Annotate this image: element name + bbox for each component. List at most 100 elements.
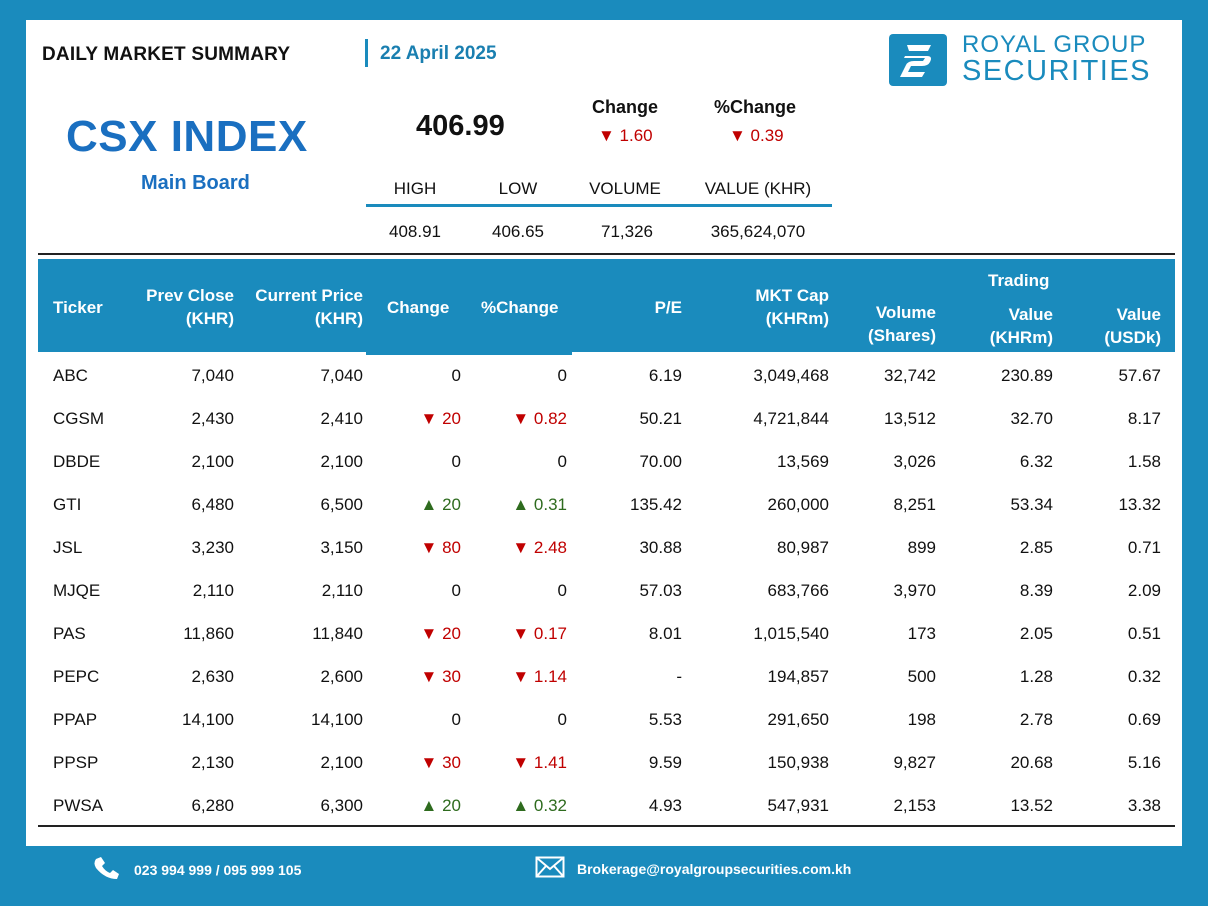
cell-value-usd: 1.58: [1127, 452, 1161, 471]
cell-change: 0: [451, 581, 461, 600]
cell-prev-close: 11,860: [183, 624, 234, 643]
cell-volume: 899: [907, 538, 936, 557]
stat-volume: 71,326: [601, 222, 653, 241]
stat-value: 365,624,070: [710, 222, 806, 241]
cell-value-usd: 57.67: [1118, 366, 1161, 385]
cell-pct-change: 0: [557, 581, 567, 600]
table-bottom-rule: [38, 825, 1175, 827]
cell-prev-close: 2,110: [192, 581, 234, 600]
cell-prev-close: 6,480: [191, 495, 234, 514]
cell-pe: 30.88: [639, 538, 682, 557]
cell-prev-close: 2,100: [191, 452, 234, 471]
cell-prev-close: 3,230: [191, 538, 234, 557]
cell-value-usd: 0.32: [1127, 667, 1161, 686]
cell-pct-change: ▼ 0.82: [512, 409, 567, 428]
cell-change: 0: [451, 366, 461, 385]
cell-ticker: PWSA: [53, 796, 104, 815]
col-value-khr-line2: (KHRm): [989, 328, 1053, 347]
cell-current-price: 3,150: [320, 538, 363, 557]
cell-current-price: 2,110: [321, 581, 363, 600]
table-row: DBDE 2,100 2,100 0 0 70.00 13,569 3,026 6.32 1.58: [38, 440, 1175, 483]
col-mkt-cap: MKT Cap (KHRm): [700, 284, 829, 330]
cell-ticker: GTI: [53, 495, 82, 514]
cell-mkt-cap: 3,049,468: [753, 366, 829, 385]
stat-label-low: LOW: [498, 179, 538, 198]
stat-high: 408.91: [389, 222, 441, 241]
index-value: 406.99: [416, 110, 505, 142]
cell-mkt-cap: 80,987: [777, 538, 829, 557]
table-row: PPSP 2,130 2,100 ▼ 30 ▼ 1.41 9.59 150,938 9,827…: [38, 741, 1175, 784]
col-volume-line1: Volume: [875, 303, 936, 322]
index-name: CSX INDEX: [66, 112, 308, 161]
cell-pe: 5.53: [648, 710, 682, 729]
col-current-price-line1: Current Price: [255, 286, 363, 305]
cell-pct-change: ▼ 1.14: [512, 667, 567, 686]
cell-value-usd: 2.09: [1127, 581, 1161, 600]
cell-pct-change: ▼ 1.41: [512, 753, 567, 772]
table-row: MJQE 2,110 2,110 0 0 57.03 683,766 3,970 8.39 2.0…: [38, 569, 1175, 612]
phone-icon: [92, 856, 134, 883]
cell-value-usd: 0.69: [1127, 710, 1161, 729]
cell-prev-close: 6,280: [191, 796, 234, 815]
cell-value-usd: 8.17: [1127, 409, 1161, 428]
cell-change: ▲ 20: [420, 796, 461, 815]
cell-pe: 9.59: [648, 753, 682, 772]
col-current-price-line2: (KHR): [314, 309, 363, 328]
cell-prev-close: 7,040: [191, 366, 234, 385]
col-mkt-cap-line2: (KHRm): [765, 309, 829, 328]
cell-pct-change: ▼ 2.48: [512, 538, 567, 557]
cell-volume: 198: [907, 710, 936, 729]
cell-value-khr: 2.85: [1019, 538, 1053, 557]
cell-pe: 4.93: [648, 796, 682, 815]
cell-ticker: ABC: [53, 366, 88, 385]
cell-change: ▲ 20: [420, 495, 461, 514]
cell-ticker: PEPC: [53, 667, 100, 686]
cell-current-price: 6,500: [320, 495, 363, 514]
col-prev-close-line2: (KHR): [185, 309, 234, 328]
cell-pe: -: [676, 667, 682, 686]
cell-pe: 57.03: [639, 581, 682, 600]
cell-ticker: JSL: [53, 538, 83, 557]
brand-line-1: ROYAL GROUP: [962, 31, 1147, 58]
cell-mkt-cap: 194,857: [767, 667, 829, 686]
cell-pe: 6.19: [648, 366, 682, 385]
table-row: PPAP 14,100 14,100 0 0 5.53 291,650 198 2.78 0.69: [38, 698, 1175, 741]
cell-current-price: 2,100: [320, 452, 363, 471]
header-divider: [365, 39, 368, 67]
cell-ticker: CGSM: [53, 409, 104, 428]
cell-value-usd: 0.51: [1127, 624, 1161, 643]
brand-name: ROYAL GROUP SECURITIES: [962, 31, 1151, 86]
footer-email: Brokerage@royalgroupsecurities.com.kh: [535, 856, 851, 881]
col-current-price: Current Price (KHR): [238, 284, 363, 330]
cell-prev-close: 2,130: [191, 753, 234, 772]
cell-current-price: 2,410: [320, 409, 363, 428]
col-pe: P/E: [654, 298, 682, 317]
cell-pe: 50.21: [639, 409, 682, 428]
table-row: GTI 6,480 6,500 ▲ 20 ▲ 0.31 135.42 260,000 8,25…: [38, 483, 1175, 526]
cell-ticker: DBDE: [53, 452, 101, 471]
col-value-khr: Value (KHRm): [960, 303, 1053, 349]
col-value-khr-line1: Value: [1008, 305, 1053, 324]
col-value-usd: Value (USDk): [1070, 303, 1161, 349]
cell-volume: 173: [907, 624, 936, 643]
cell-change: 0: [451, 710, 461, 729]
change-label: Change: [592, 97, 659, 117]
cell-pe: 70.00: [639, 452, 682, 471]
cell-value-usd: 5.16: [1127, 753, 1161, 772]
col-pct-change: %Change: [481, 298, 559, 317]
cell-current-price: 7,040: [320, 366, 363, 385]
cell-mkt-cap: 683,766: [767, 581, 829, 600]
stats-divider: [366, 204, 832, 207]
cell-current-price: 2,100: [320, 753, 363, 772]
col-volume: Volume (Shares): [840, 301, 936, 347]
email-address: Brokerage@royalgroupsecurities.com.kh: [577, 860, 852, 877]
cell-mkt-cap: 13,569: [777, 452, 829, 471]
cell-volume: 32,742: [884, 366, 936, 385]
index-change: ▼ 1.60: [598, 126, 653, 145]
cell-value-khr: 13.52: [1010, 796, 1053, 815]
cell-value-usd: 0.71: [1127, 538, 1161, 557]
phone-number: 023 994 999 / 095 999 105: [134, 861, 302, 878]
col-ticker: Ticker: [53, 298, 103, 317]
cell-value-khr: 1.28: [1019, 667, 1053, 686]
mail-icon: [535, 856, 577, 881]
